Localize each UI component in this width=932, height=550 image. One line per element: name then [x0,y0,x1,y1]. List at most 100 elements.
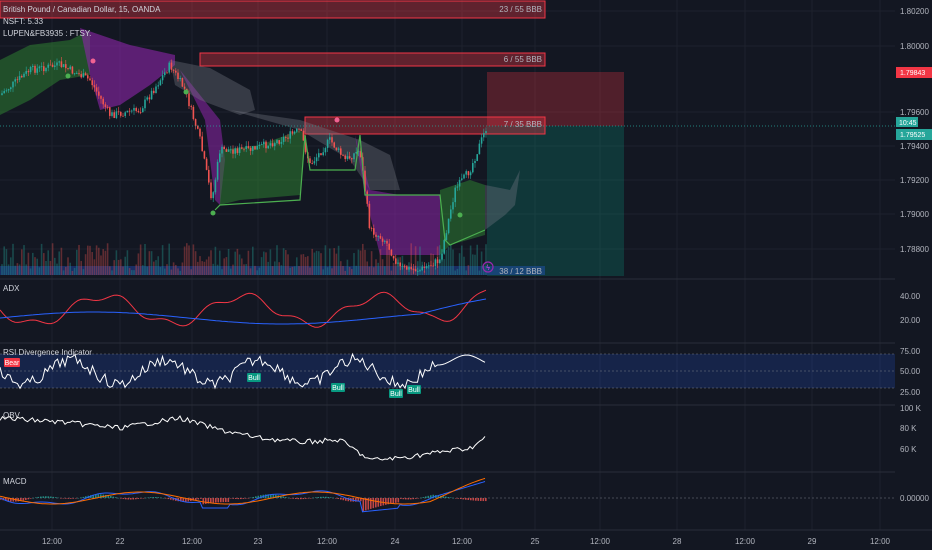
macd-title[interactable]: MACD [3,477,27,486]
obv-pane[interactable]: OBV [0,404,895,461]
candle-body [1,93,3,95]
candle-body [243,148,245,150]
macd-pane[interactable]: MACD [0,471,895,513]
candle-body [148,97,151,100]
volume-bar [263,251,265,275]
candle-body [135,108,137,111]
candle-body [390,249,393,256]
volume-bar [375,259,377,275]
candle-body [188,93,190,107]
volume-bar [186,243,188,275]
position-profit-zone[interactable] [487,126,624,276]
volume-bar [60,247,63,275]
candle-body [78,73,80,75]
bull-badge-label: Bull [248,375,260,382]
candle-body [269,143,272,146]
candle-body [293,131,296,134]
candle-body [23,73,25,78]
volume-bar [82,269,85,275]
lightning-icon[interactable] [482,261,494,273]
candle-body [276,140,278,144]
time-badge [896,117,918,127]
volume-bar [21,249,23,275]
supply-zone-top[interactable] [0,0,546,19]
volume-bar [280,265,283,275]
candle-body [177,72,179,80]
indicator-legend-2[interactable]: LUPEN&FB3935 : FTSY. [3,29,91,38]
volume-bar [390,270,393,275]
candle-body [252,146,254,151]
candle-body [62,64,65,67]
candle-body [102,98,104,105]
candle-body [181,78,184,87]
candle-body [7,89,10,91]
candle-body [216,161,219,180]
candlesticks[interactable] [1,56,487,276]
price-tick: 1.80200 [900,7,929,16]
adx-title[interactable]: ADX [3,284,20,293]
candle-body [340,148,342,155]
volume-bar [69,262,71,275]
candle-body [331,137,333,143]
candle-body [461,178,463,180]
volume-bar [309,267,311,275]
volume-bar [247,250,250,275]
candle-body [95,87,98,92]
volume-bar [285,249,287,275]
rsi-pane[interactable]: RSI Divergence Indicator Bear Bull Bull … [0,342,895,398]
volume-bar [392,262,395,275]
candle-body [124,112,126,116]
candle-body [463,174,465,179]
volume-bar [210,250,212,275]
candle-body [51,64,54,67]
candle-body [87,75,89,79]
volume-bar [43,253,45,275]
candle-body [212,192,214,199]
candle-body [67,68,69,69]
candle-body [256,145,258,150]
indicator-legend-1[interactable]: NSFT: 5.33 [3,17,44,26]
volume-bar [5,249,8,275]
candle-body [47,64,49,68]
volume-bar [368,266,371,275]
signal-dot [183,89,189,95]
main-price-pane[interactable]: 23 / 55 BBB 6 / 55 BBB 7 / 35 BBB 38 / 1… [0,0,895,276]
volume-bar [324,245,327,275]
candle-body [254,146,256,150]
candle-body [43,66,45,72]
candle-body [483,133,485,138]
rsi-title[interactable]: RSI Divergence Indicator [3,348,92,357]
candle-body [379,235,382,239]
demand-zone-bottom[interactable] [0,266,545,275]
volume-bar [318,251,320,275]
candle-body [249,147,252,151]
adx-tick: 40.00 [900,292,921,301]
candle-body [353,153,355,160]
price-axis[interactable]: 1.80200 1.80000 1.79600 1.79400 1.79200 … [895,0,932,530]
obv-title[interactable]: OBV [3,411,21,420]
volume-bar [111,270,113,275]
candle-body [208,169,210,183]
rsi-line [0,352,486,390]
candle-body [153,90,155,93]
supply-zone-low[interactable] [304,116,546,135]
cloud-gray-top [170,60,255,115]
supply-zone-mid[interactable] [199,52,546,67]
macd-tick: 0.00000 [900,494,929,503]
signal-dot [334,117,340,123]
volume-bar [126,250,129,275]
volume-bar [223,258,225,275]
volume-bar [340,261,342,275]
volume-bar [84,254,87,275]
bull-badge [407,385,421,394]
candle-body [150,90,153,100]
volume-bar [214,246,217,275]
candle-body [104,104,107,107]
symbol-title[interactable]: British Pound / Canadian Dollar, 15, OAN… [3,5,161,14]
volume-bar [293,266,296,275]
volume-bar [221,269,223,275]
candle-body [417,271,419,273]
adx-pane[interactable]: ADX [0,278,895,328]
time-axis[interactable]: 12:00 22 12:00 23 12:00 24 12:00 25 12:00 28 12:00… [0,529,932,546]
